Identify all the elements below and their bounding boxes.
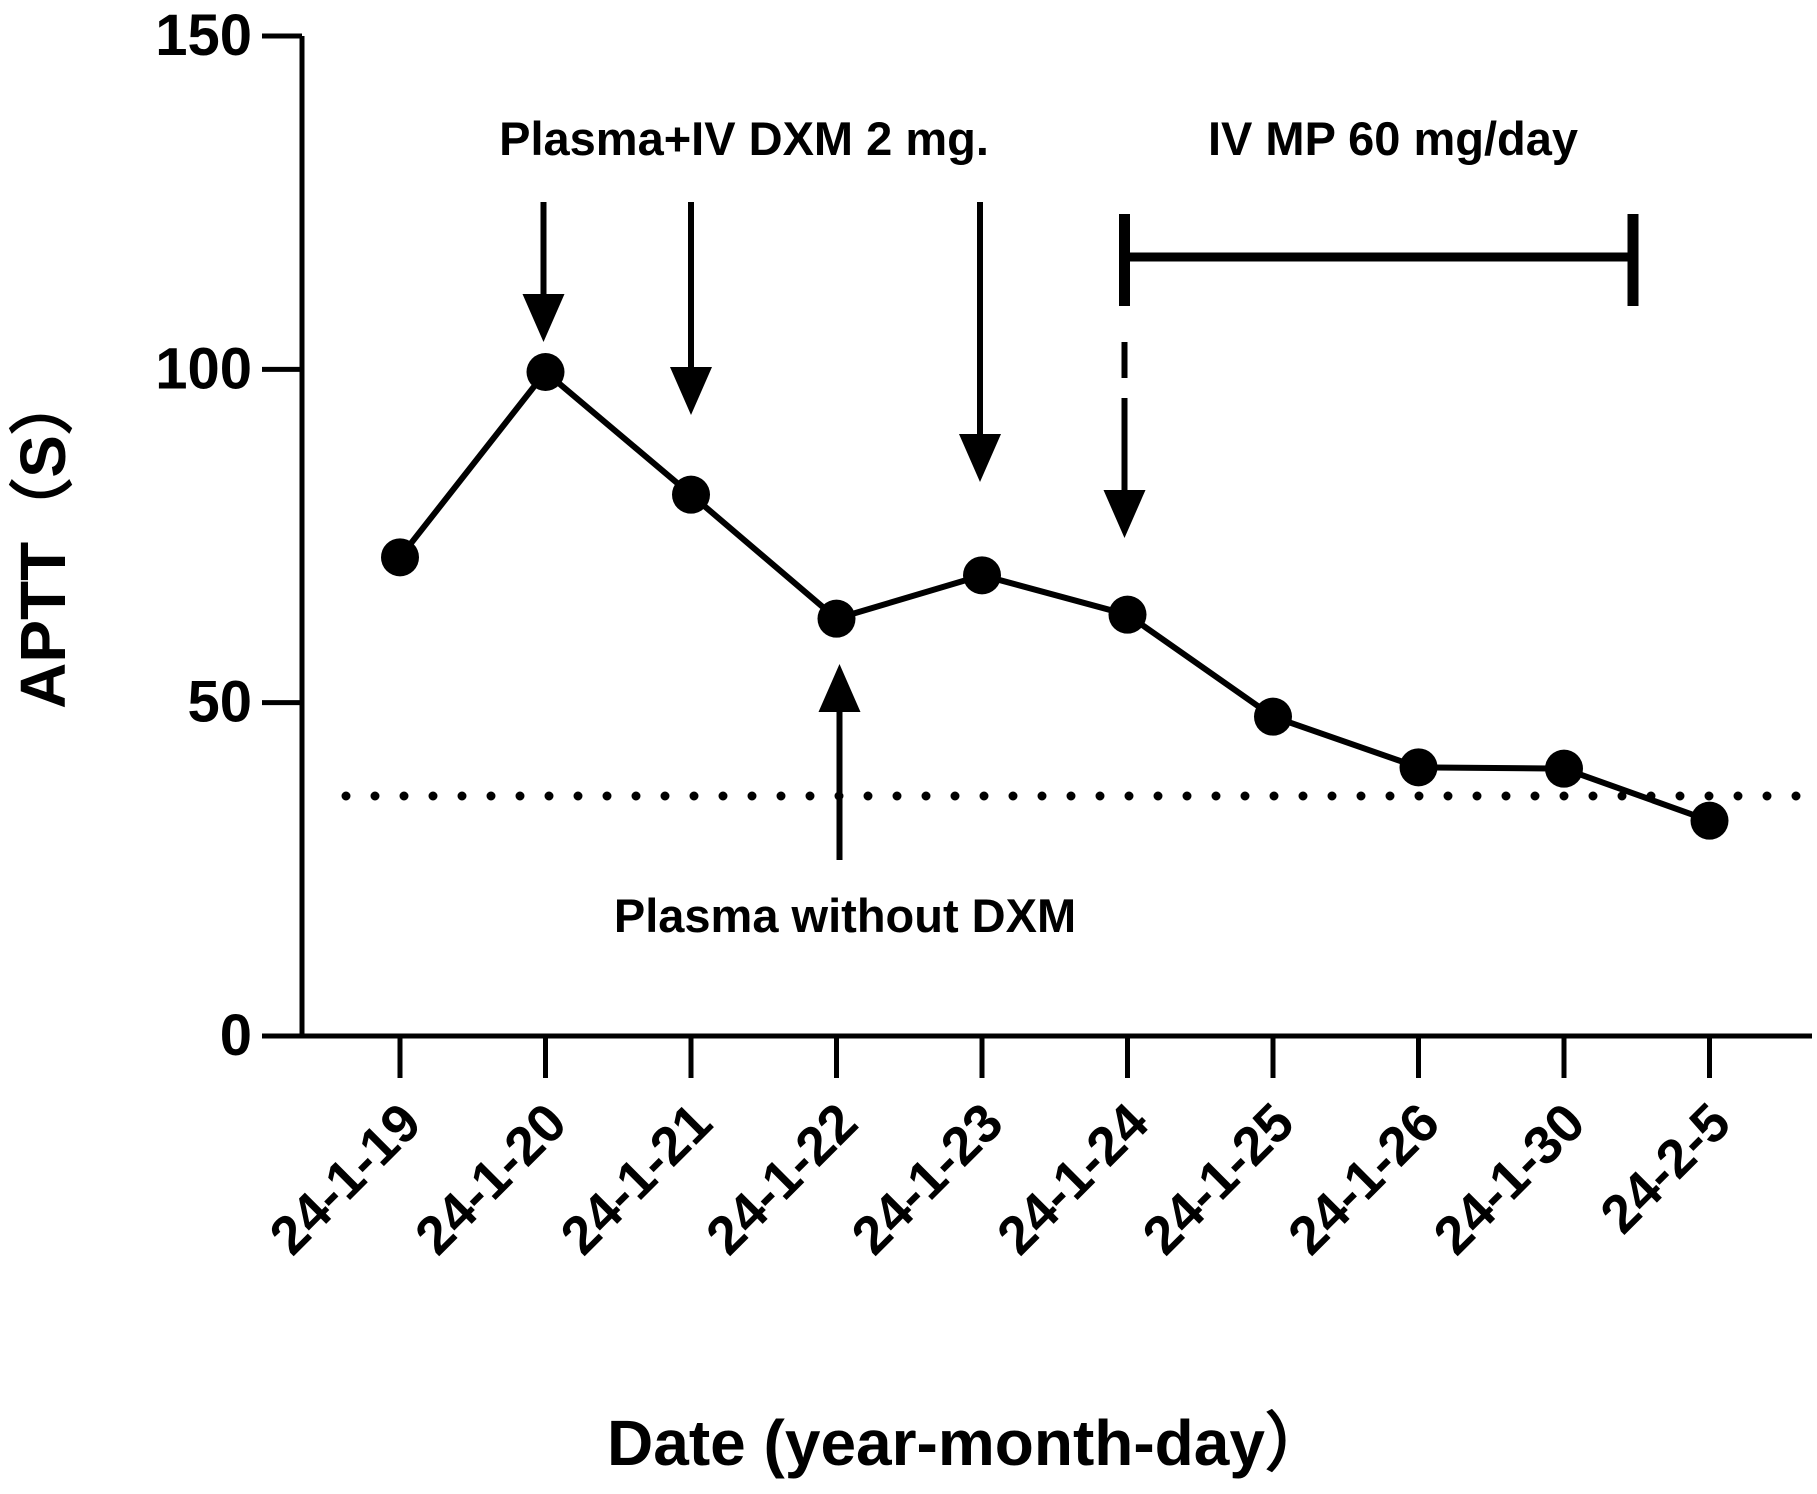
- dxm-arrow: [959, 202, 1001, 482]
- y-tick-label: 50: [187, 670, 252, 735]
- y-tick-label: 0: [220, 1003, 252, 1068]
- x-tick-label: 24-1-25: [1131, 1092, 1305, 1266]
- y-tick-label: 150: [155, 3, 252, 68]
- y-ticks: 0 50 100 150: [155, 3, 302, 1068]
- x-tick-label: 24-1-21: [549, 1092, 723, 1266]
- x-tick-label: 24-1-19: [258, 1092, 432, 1266]
- data-point: [1108, 595, 1147, 634]
- y-tick-label: 100: [155, 336, 252, 401]
- dxm-arrow: [522, 202, 565, 342]
- x-axis-title: Date (year-month-day）: [607, 1407, 1329, 1479]
- dxm-annotation-label: Plasma+IV DXM 2 mg.: [499, 112, 989, 165]
- axes: [299, 36, 1812, 1039]
- series-line: [397, 369, 1711, 824]
- plasma-annotation-label: Plasma without DXM: [614, 889, 1076, 942]
- x-tick-label: 24-1-22: [695, 1092, 869, 1266]
- data-point: [1690, 801, 1729, 840]
- data-point: [1254, 697, 1292, 736]
- mp-range-bracket: [1119, 214, 1639, 306]
- x-ticks: 24-1-1924-1-2024-1-2124-1-2224-1-2324-1-…: [258, 1036, 1742, 1266]
- data-point: [1399, 748, 1438, 787]
- x-tick-label: 24-1-20: [404, 1092, 578, 1266]
- x-tick-label: 24-1-23: [840, 1092, 1014, 1266]
- x-tick-label: 24-1-30: [1422, 1092, 1596, 1266]
- data-point: [963, 556, 1001, 595]
- dxm-arrow: [670, 202, 712, 415]
- data-point: [672, 475, 710, 514]
- x-tick-label: 24-1-24: [986, 1092, 1160, 1266]
- plasma-arrow: [818, 664, 861, 860]
- x-tick-label: 24-1-26: [1277, 1092, 1451, 1266]
- data-points: [381, 353, 1729, 840]
- data-point: [817, 599, 856, 638]
- y-axis-title: APTT（S）: [7, 371, 79, 709]
- x-tick-label: 24-2-5: [1589, 1092, 1742, 1245]
- dxm-arrow: [1103, 342, 1146, 538]
- data-point: [526, 353, 565, 391]
- data-point: [381, 538, 419, 577]
- mp-annotation-label: IV MP 60 mg/day: [1208, 112, 1578, 165]
- data-point: [1545, 749, 1583, 788]
- annotation-arrows: [522, 202, 1146, 860]
